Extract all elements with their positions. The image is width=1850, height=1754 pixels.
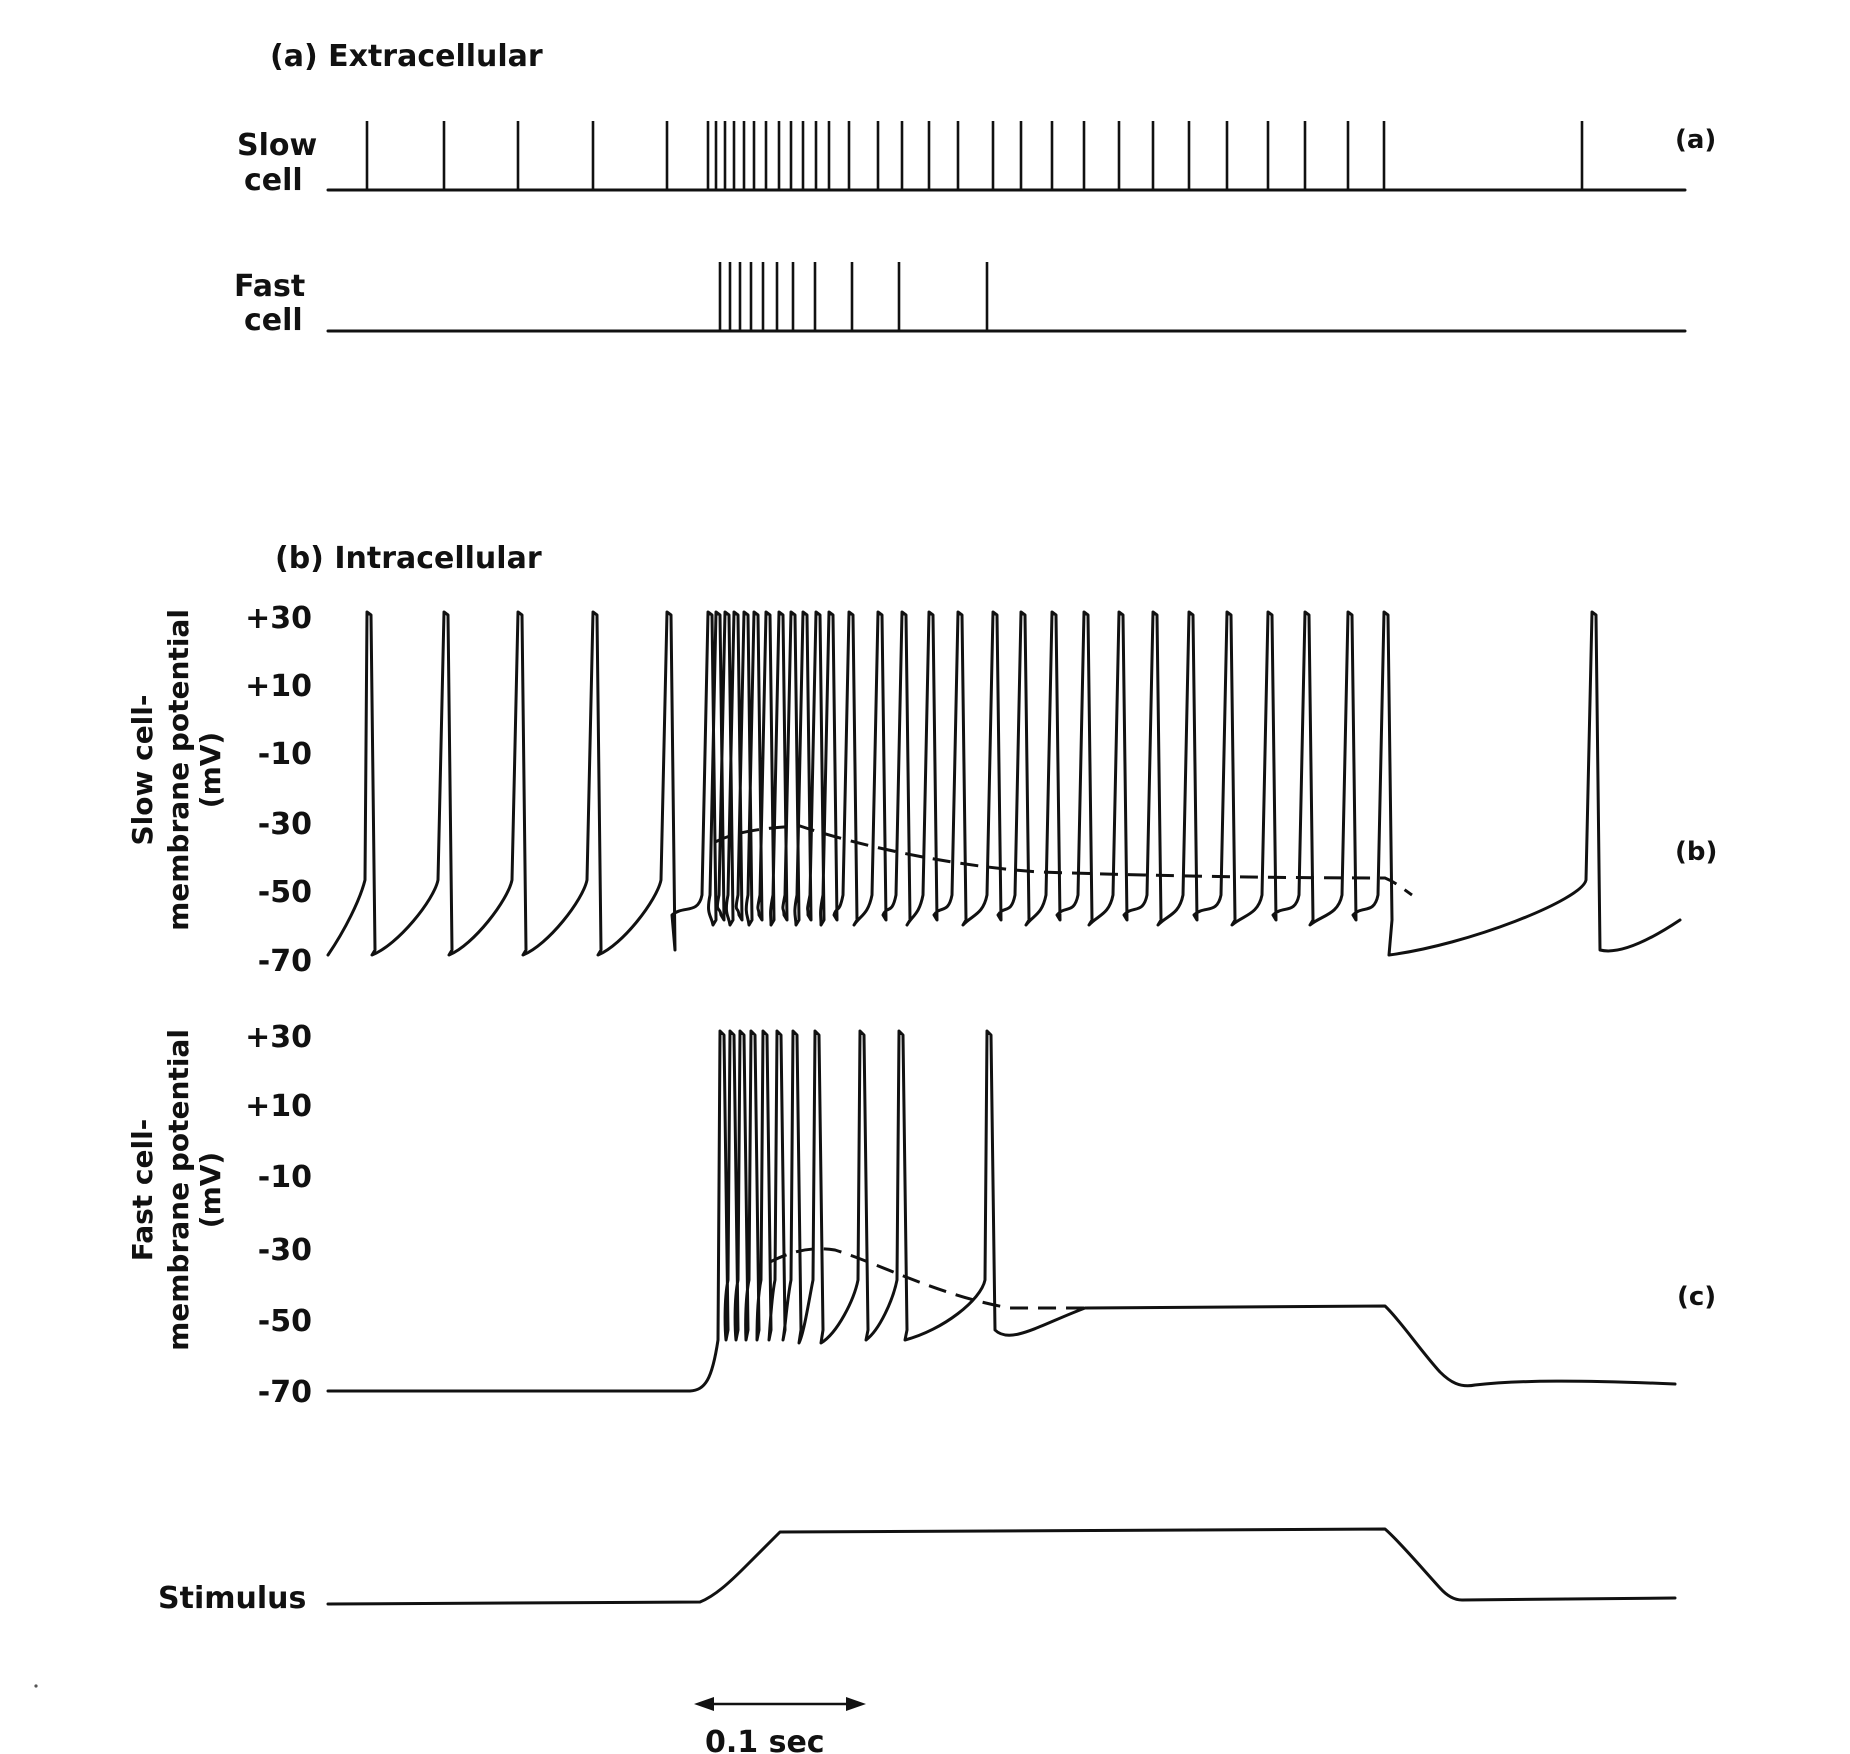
slow-cell-label-line2: cell <box>244 163 303 198</box>
slow-cell-membrane-trace <box>326 610 1682 957</box>
scale-bar-label: 0.1 sec <box>705 1725 825 1754</box>
panel-b-tag: (b) <box>1675 837 1717 867</box>
fast-y-tick-label: -30 <box>258 1233 312 1268</box>
scale-bar-left-arrowhead <box>694 1697 714 1711</box>
fast-cell-y-axis-label: Fast cell- membrane potential (mV) <box>126 1029 227 1351</box>
fast-y-tick-label: +10 <box>245 1089 312 1124</box>
slow-y-tick-label: +30 <box>245 601 312 636</box>
fast-y-tick-label: -50 <box>258 1304 312 1339</box>
fast-y-tick-label: -70 <box>258 1375 312 1410</box>
fast-cell-membrane-trace <box>326 1029 1677 1393</box>
scale-bar-right-arrowhead <box>846 1697 866 1711</box>
panel-c-tag: (c) <box>1677 1282 1716 1312</box>
slow-cell-y-ticks: +30 +10 -10 -30 -50 -70 <box>245 601 312 979</box>
fast-cell-label-line2: cell <box>244 303 303 338</box>
time-scale-bar <box>694 1697 866 1711</box>
fast-y-tick-label: +30 <box>245 1020 312 1055</box>
slow-cell-label-line1: Slow <box>237 128 317 163</box>
fast-cell-threshold-dashed <box>769 1247 1085 1310</box>
slow-y-tick-label: +10 <box>245 669 312 704</box>
slow-y-tick-label: -50 <box>258 875 312 910</box>
panel-a-tag: (a) <box>1675 125 1716 155</box>
stimulus-trace <box>326 1527 1677 1606</box>
scan-speck <box>34 1684 38 1688</box>
fast-ylabel-line1: Fast cell- <box>126 1119 159 1262</box>
slow-ylabel-line2: membrane potential <box>162 609 195 931</box>
fast-cell-label-line1: Fast <box>234 269 305 304</box>
panel-a-title: (a) Extracellular <box>270 39 543 74</box>
slow-cell-threshold-dashed <box>714 824 1413 897</box>
slow-cell-y-axis-label: Slow cell- membrane potential (mV) <box>126 609 227 931</box>
slow-cell-extracellular-spikes <box>365 121 1584 190</box>
slow-ylabel-line1: Slow cell- <box>126 694 159 845</box>
slow-y-tick-label: -70 <box>258 944 312 979</box>
fast-cell-y-ticks: +30 +10 -10 -30 -50 -70 <box>245 1020 312 1410</box>
fast-ylabel-line2: membrane potential <box>162 1029 195 1351</box>
slow-y-tick-label: -30 <box>258 807 312 842</box>
fast-ylabel-line3: (mV) <box>194 1152 227 1228</box>
stimulus-label: Stimulus <box>158 1581 306 1616</box>
slow-ylabel-line3: (mV) <box>194 732 227 808</box>
fast-y-tick-label: -10 <box>258 1160 312 1195</box>
fast-cell-extracellular-spikes <box>718 262 989 331</box>
slow-y-tick-label: -10 <box>258 737 312 772</box>
panel-b-title: (b) Intracellular <box>275 541 542 576</box>
